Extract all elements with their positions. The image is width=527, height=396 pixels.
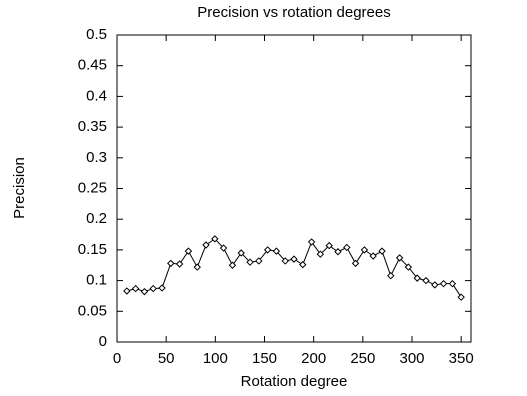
- y-tick-label: 0.1: [86, 272, 107, 289]
- data-point: [334, 248, 342, 256]
- y-axis-label: Precision: [11, 157, 28, 219]
- y-tick-label: 0.3: [86, 149, 107, 166]
- data-point: [387, 271, 395, 280]
- y-tick-label: 0.05: [78, 302, 107, 319]
- data-point: [325, 241, 333, 250]
- data-point: [457, 293, 465, 301]
- data-point: [431, 281, 439, 289]
- data-point: [316, 250, 325, 258]
- y-tick-label: 0.5: [86, 26, 107, 43]
- data-point: [263, 246, 272, 254]
- data-point: [193, 263, 201, 271]
- x-tick-label: 200: [301, 350, 326, 367]
- data-point: [378, 247, 386, 255]
- plot-frame: [116, 34, 472, 343]
- data-point: [281, 257, 289, 265]
- y-tick-label: 0: [99, 333, 107, 350]
- y-tick-label: 0.2: [86, 210, 107, 227]
- data-point: [202, 241, 210, 249]
- data-point: [272, 247, 281, 255]
- data-point: [290, 255, 298, 263]
- data-point: [184, 247, 193, 255]
- chart-title: Precision vs rotation degrees: [197, 4, 390, 21]
- data-point: [219, 244, 228, 252]
- data-point: [149, 284, 157, 293]
- x-tick-label: 100: [203, 350, 228, 367]
- data-point: [413, 274, 421, 282]
- data-point: [246, 258, 254, 266]
- data-point: [343, 243, 351, 252]
- data-point: [158, 284, 166, 292]
- y-tick-label: 0.15: [78, 241, 107, 258]
- data-point: [167, 259, 175, 268]
- y-tick-label: 0.45: [78, 57, 107, 74]
- data-point: [448, 279, 457, 288]
- data-point: [422, 276, 430, 285]
- data-point: [307, 238, 316, 246]
- data-point: [439, 279, 448, 288]
- data-point: [175, 260, 184, 268]
- data-point: [369, 252, 377, 260]
- data-point: [360, 246, 369, 254]
- data-point: [211, 235, 219, 243]
- data-point: [255, 257, 263, 265]
- data-point: [140, 287, 149, 296]
- data-point: [299, 260, 307, 269]
- x-tick-label: 250: [350, 350, 375, 367]
- y-tick-label: 0.35: [78, 118, 107, 135]
- y-tick-label: 0.4: [86, 87, 107, 104]
- x-tick-label: 300: [399, 350, 424, 367]
- data-point: [395, 254, 404, 262]
- data-point: [131, 284, 140, 293]
- x-axis-label: Rotation degree: [241, 373, 348, 390]
- data-point: [228, 261, 237, 269]
- data-point: [351, 259, 360, 268]
- x-tick-label: 0: [113, 350, 121, 367]
- data-point: [404, 263, 413, 271]
- x-tick-label: 350: [449, 350, 474, 367]
- y-tick-label: 0.25: [78, 179, 107, 196]
- x-tick-label: 150: [252, 350, 277, 367]
- data-point: [123, 287, 131, 295]
- data-point: [237, 249, 245, 257]
- x-tick-label: 50: [158, 350, 175, 367]
